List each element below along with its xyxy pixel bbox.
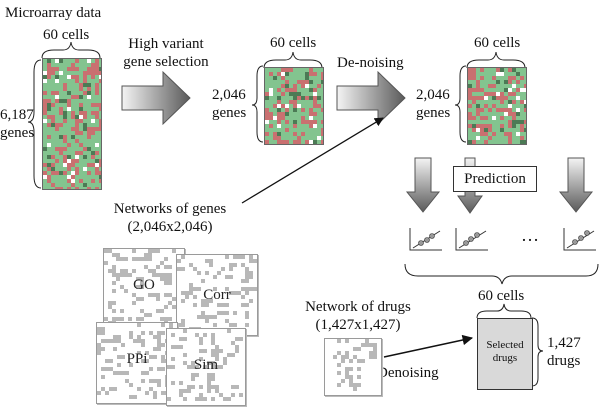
networks-genes-line2: (2,046x2,046) [127, 219, 213, 235]
cells-label-3: 60 cells [474, 35, 521, 51]
arrow-denoising [336, 70, 406, 126]
heatmap-denoised [467, 67, 527, 145]
networks-genes-line1: Networks of genes [113, 201, 227, 217]
brace-cells-bottom [476, 303, 532, 319]
brace-cells-2 [263, 51, 323, 69]
brace-drugs [531, 317, 544, 387]
prediction-box: Prediction [453, 166, 537, 192]
brace-cells-1 [41, 41, 101, 59]
cells-label-1: 60 cells [43, 27, 90, 43]
heatmap-selected [264, 67, 324, 145]
brace-prediction-bottom [404, 263, 599, 285]
brace-genes-2 [251, 65, 264, 143]
prediction-label: Prediction [464, 171, 526, 187]
step-selection-line2: gene selection [123, 54, 209, 70]
network-ppi-label: PPi [126, 351, 148, 367]
network-ppi: PPi [96, 322, 178, 404]
network-drugs [324, 338, 382, 396]
denoising-drugs-label: Denoising [377, 365, 439, 381]
brace-genes-3 [454, 65, 467, 143]
ellipsis: … [521, 225, 541, 245]
drugs-word: drugs [547, 353, 581, 369]
brace-genes-1 [27, 59, 42, 189]
network-sim-label: Sim [193, 357, 219, 373]
network-corr-label: Corr [203, 287, 231, 303]
network-corr: Corr [176, 254, 258, 336]
genes-count-initial: 6,187 [0, 107, 34, 123]
arrow-selection [121, 70, 191, 126]
prediction-plot-2 [455, 228, 488, 251]
step-denoising: De-noising [337, 55, 404, 71]
genes-count-selected: 2,046 [212, 87, 246, 103]
network-drugs-line2: (1,427x1,427) [315, 317, 401, 333]
arrow-down-left [405, 157, 441, 213]
brace-cells-3 [466, 51, 526, 69]
cells-label-2: 60 cells [270, 35, 317, 51]
arrow-networks-to-denoising [241, 117, 384, 204]
network-go: GO [103, 248, 185, 330]
selected-drugs-line2: drugs [492, 352, 518, 364]
microarray-title: Microarray data [5, 5, 102, 21]
network-sim: Sim [166, 328, 246, 406]
arrow-down-right [558, 157, 594, 213]
heatmap-microarray [42, 58, 102, 190]
step-selection-line1: High variant [128, 36, 204, 52]
drugs-count: 1,427 [547, 335, 581, 351]
cells-label-bottom: 60 cells [478, 288, 525, 304]
arrow-drugs-denoising [383, 334, 474, 358]
genes-word-2: genes [212, 105, 247, 121]
network-drugs-line1: Network of drugs [305, 299, 411, 315]
genes-word-1: genes [0, 125, 35, 141]
prediction-plot-1 [409, 228, 442, 251]
selected-drugs-box: Selected drugs [477, 318, 533, 390]
genes-word-3: genes [416, 105, 451, 121]
genes-count-denoised: 2,046 [416, 87, 450, 103]
prediction-plot-3 [563, 228, 596, 251]
network-go-label: GO [133, 277, 155, 293]
selected-drugs-line1: Selected [486, 339, 524, 351]
